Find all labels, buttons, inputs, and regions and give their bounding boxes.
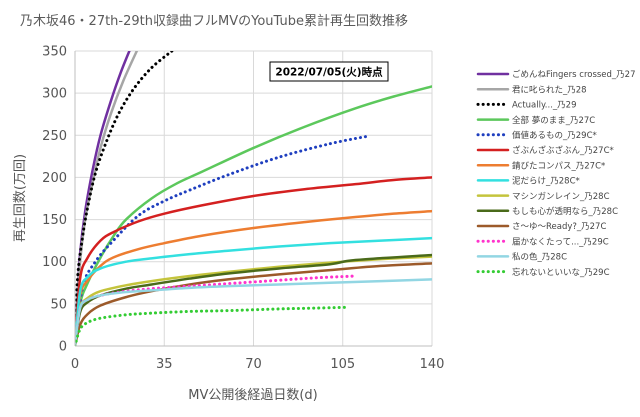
y-ticks: 0 50 100 150 200 250 300 350 (42, 45, 67, 355)
legend-label: ごめんねFingers crossed_乃27 (512, 69, 636, 80)
legend-label: 君に叱られた_乃28 (512, 85, 587, 95)
legend-label: 忘れないといいな_乃29C (512, 267, 610, 278)
series-line (75, 305, 350, 346)
chart-title: 乃木坂46・27th-29th収録曲フルMVのYouTube累計再生回数推移 (20, 13, 408, 29)
x-tick-label: 35 (156, 357, 173, 372)
axes (74, 51, 432, 347)
y-axis-label: 再生回数(万回) (13, 154, 28, 242)
y-tick-label: 200 (42, 171, 67, 186)
legend-label: さ～ゆ～Ready?_乃27C (512, 222, 606, 232)
date-box: 2022/07/05(火)時点 (269, 61, 389, 82)
grid (74, 50, 433, 347)
legend-label: 価値あるもの_乃29C* (512, 130, 597, 141)
x-tick-label: 140 (420, 357, 445, 372)
legend-label: 私の色_乃28C (512, 252, 567, 263)
series-group (75, 51, 432, 346)
x-tick-label: 105 (330, 357, 355, 372)
x-tick-label: 70 (245, 357, 262, 372)
y-tick-label: 100 (42, 255, 67, 270)
y-tick-label: 150 (42, 213, 67, 228)
series-line (75, 134, 370, 346)
y-tick-label: 0 (59, 340, 67, 355)
date-box-frame (269, 61, 389, 82)
legend-label: もしも心が透明なら_乃28C (512, 206, 618, 217)
date-box-label: 2022/07/05(火)時点 (275, 66, 383, 79)
legend-label: 錆びたコンパス_乃27C* (512, 160, 605, 171)
series-line (75, 209, 432, 346)
y-tick-label: 350 (42, 45, 67, 60)
legend-label: 泥だらけ_乃28C* (512, 177, 580, 187)
y-tick-label: 50 (50, 297, 67, 312)
legend-label: Actually..._乃29 (512, 101, 576, 111)
legend-label: ざぶんざぶざぶん_乃27C* (512, 145, 614, 156)
series-line (75, 51, 174, 346)
series-line (75, 176, 432, 346)
legend: ごめんねFingers crossed_乃27 君に叱られた_乃28 Actuall… (476, 69, 636, 278)
legend-label: 届かなくたって..._乃29C (512, 237, 609, 247)
x-tick-label: 0 (71, 357, 79, 372)
y-tick-label: 300 (42, 87, 67, 102)
x-ticks: 0 35 70 105 140 (71, 357, 445, 372)
series-line (75, 255, 432, 346)
legend-label: マシンガンレイン_乃28C (512, 191, 610, 202)
y-tick-label: 250 (42, 129, 67, 144)
legend-label: 全部 夢のまま_乃27C (512, 115, 595, 126)
series-line (75, 278, 432, 346)
series-line (75, 253, 432, 346)
x-axis-label: MV公開後経過日数(d) (188, 388, 318, 403)
series-line (75, 236, 432, 346)
